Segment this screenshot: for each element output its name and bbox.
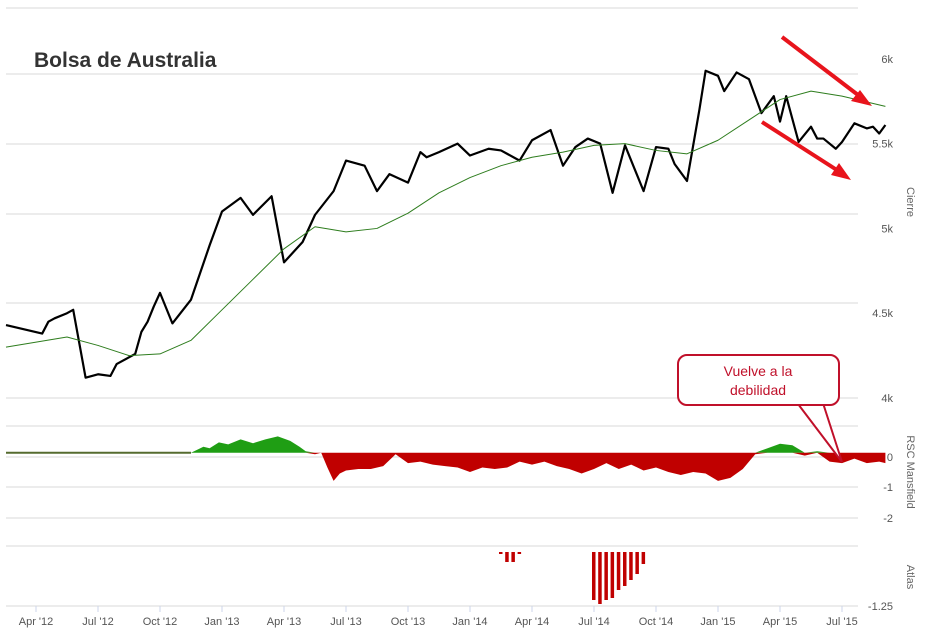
rsc-positive-area	[6, 436, 886, 453]
atlas-bar	[505, 552, 509, 562]
y-tick-label: 4.5k	[872, 308, 893, 320]
x-tick-label: Apr '15	[763, 616, 798, 628]
y-tick-label: 0	[887, 452, 893, 464]
atlas-bar	[499, 552, 503, 554]
y-tick-label: 4k	[881, 393, 893, 405]
atlas-axis-title: Atlas	[904, 565, 916, 590]
rsc-negative-area	[6, 452, 886, 481]
price-line	[5, 69, 887, 379]
x-tick-label: Jul '14	[578, 616, 609, 628]
x-tick-label: Apr '13	[267, 616, 302, 628]
gridlines	[6, 7, 858, 612]
callout-line-2: debilidad	[730, 382, 786, 398]
y-tick-label: 6k	[881, 54, 893, 66]
x-tick-label: Jan '14	[452, 616, 487, 628]
atlas-bar	[592, 552, 596, 600]
rsc-axis-title: RSC Mansfield	[904, 435, 916, 508]
callout-line-1: Vuelve a la	[724, 363, 793, 379]
atlas-bar	[598, 552, 602, 604]
rsc-area-layer	[6, 436, 886, 481]
arrow-lower	[760, 120, 851, 180]
x-tick-label: Jan '13	[204, 616, 239, 628]
atlas-bars-layer	[499, 552, 646, 604]
atlas-bar	[616, 552, 621, 590]
atlas-bar	[610, 552, 615, 598]
x-tick-label: Apr '12	[19, 616, 54, 628]
x-tick-label: Oct '12	[143, 616, 178, 628]
x-tick-label: Jan '15	[700, 616, 735, 628]
x-tick-label: Jul '12	[82, 616, 113, 628]
x-tick-label: Oct '13	[391, 616, 426, 628]
price-line-layer	[5, 69, 887, 379]
x-tick-label: Apr '14	[515, 616, 550, 628]
chart-title: Bolsa de Australia	[34, 49, 217, 72]
price-axis-title: Cierre	[904, 187, 916, 217]
callout: Vuelve a la debilidad	[677, 354, 843, 463]
atlas-bar	[511, 552, 515, 562]
tick-labels: 4k 4.5k 5k 5.5k 6k 0 -1 -2 -1.25 Apr '12 Jul '12 Oc…	[19, 54, 894, 628]
y-tick-label: -1	[883, 482, 893, 494]
atlas-bar	[629, 552, 633, 580]
atlas-bar	[641, 552, 646, 564]
atlas-bar	[635, 552, 639, 574]
x-tick-label: Jul '13	[330, 616, 361, 628]
arrow-upper	[780, 35, 872, 106]
y-tick-label: -1.25	[868, 601, 893, 613]
atlas-bar	[517, 552, 522, 554]
y-tick-label: 5k	[881, 223, 893, 235]
atlas-bar	[604, 552, 608, 600]
y-tick-label: 5.5k	[872, 139, 893, 151]
atlas-bar	[623, 552, 627, 586]
y-tick-label: -2	[883, 513, 893, 525]
x-tick-label: Jul '15	[826, 616, 857, 628]
x-tick-label: Oct '14	[639, 616, 674, 628]
moving-average-line	[5, 90, 886, 357]
